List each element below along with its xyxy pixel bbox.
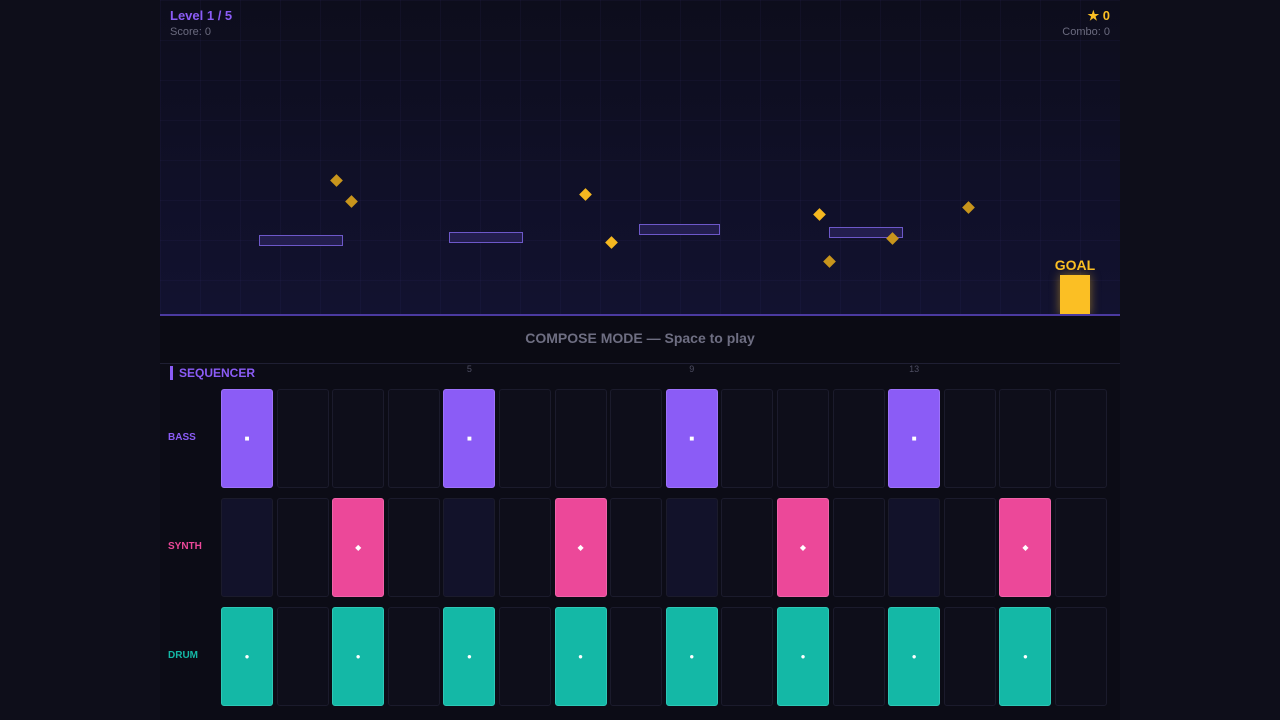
sequencer-cell-bass[interactable] [999,389,1052,488]
note-icon: ● [466,651,472,661]
sequencer-cell-synth[interactable] [221,498,273,597]
step-marker: 13 [909,364,920,374]
sequencer-cell-synth[interactable] [888,498,941,597]
game-stage: Level 1 / 5 Score: 0 ★ 0 Combo: 0 GOAL [160,0,1120,315]
note-icon: ◆ [799,542,807,552]
track-label-bass: BASS [168,432,196,443]
note-icon: ● [800,651,806,661]
sequencer-cell-bass[interactable] [499,389,551,488]
note-icon: ● [689,651,695,661]
sequencer-cell-drum[interactable] [610,607,663,706]
sequencer-cell-drum[interactable] [276,607,329,706]
sequencer-cell-bass[interactable]: ■ [665,389,718,488]
goal-label: GOAL [1054,257,1096,273]
note-icon: ● [578,651,584,661]
sequencer-cell-drum[interactable] [387,607,440,706]
sequencer-cell-bass[interactable] [832,389,885,488]
note-icon: ■ [244,433,250,443]
note-icon: ◆ [577,542,584,552]
note-icon: ◆ [1022,542,1029,552]
sequencer-cell-synth[interactable]: ◆ [332,498,385,597]
sequencer-cell-bass[interactable] [943,389,996,488]
note-icon: ● [355,651,361,661]
platform [639,224,720,235]
note-icon: ■ [911,433,917,443]
star-counter: ★ 0 [1087,8,1111,23]
step-marker: 9 [689,364,695,374]
platform [829,227,903,238]
sequencer-cell-drum[interactable]: ● [221,607,273,706]
background-grid [160,0,1120,315]
sequencer-cell-drum[interactable]: ● [999,607,1052,706]
sequencer-cell-drum[interactable]: ● [332,607,385,706]
sequencer-cell-synth[interactable] [499,498,551,597]
sequencer-cell-synth[interactable] [832,498,885,597]
game-app: Level 1 / 5 Score: 0 ★ 0 Combo: 0 GOAL C… [160,0,1120,720]
sequencer-cell-bass[interactable]: ■ [888,389,941,488]
note-icon: ■ [689,433,695,443]
track-label-drum: DRUM [168,650,198,661]
sequencer-cell-drum[interactable]: ● [888,607,941,706]
platform [259,235,343,246]
combo-display: Combo: 0 [1062,26,1110,38]
sequencer-cell-drum[interactable]: ● [554,607,607,706]
sequencer-cell-drum[interactable]: ● [665,607,718,706]
sequencer-cell-bass[interactable] [610,389,663,488]
sequencer-cell-synth[interactable] [943,498,996,597]
sequencer-cell-synth[interactable]: ◆ [554,498,607,597]
sequencer-cell-bass[interactable] [721,389,774,488]
note-icon: ● [1022,651,1028,661]
goal-block [1060,275,1090,315]
note-icon: ■ [466,433,472,443]
note-icon: ● [911,651,917,661]
sequencer-cell-bass[interactable] [387,389,440,488]
sequencer-cell-bass[interactable] [554,389,607,488]
sequencer-cell-bass[interactable] [332,389,385,488]
sequencer-cell-synth[interactable] [610,498,663,597]
note-icon: ◆ [355,542,362,552]
sequencer-cell-drum[interactable] [499,607,551,706]
sequencer-cell-bass[interactable]: ■ [443,389,496,488]
sequencer-cell-synth[interactable] [276,498,329,597]
sequencer-cell-synth[interactable] [443,498,496,597]
sequencer-cell-drum[interactable] [943,607,996,706]
sequencer-cell-synth[interactable] [721,498,774,597]
platform [449,232,523,243]
track-label-synth: SYNTH [168,541,202,552]
sequencer-cell-synth[interactable]: ◆ [777,498,829,597]
ground-line [160,314,1120,316]
sequencer-cell-bass[interactable] [276,389,329,488]
sequencer-cell-drum[interactable] [721,607,774,706]
sequencer-cell-synth[interactable] [665,498,718,597]
sequencer-cell-bass[interactable] [777,389,829,488]
sequencer-cell-drum[interactable] [1055,607,1107,706]
step-marker: 5 [466,364,472,374]
sequencer-title: SEQUENCER [170,366,255,380]
note-icon: ● [244,651,250,661]
score-display: Score: 0 [170,26,211,38]
sequencer-cell-synth[interactable]: ◆ [999,498,1052,597]
mode-bar: COMPOSE MODE — Space to play [160,316,1120,364]
sequencer-cell-synth[interactable] [1055,498,1107,597]
sequencer-cell-drum[interactable]: ● [777,607,829,706]
mode-text: COMPOSE MODE — Space to play [525,330,755,346]
sequencer-cell-drum[interactable] [832,607,885,706]
sequencer-cell-synth[interactable] [387,498,440,597]
sequencer-cell-drum[interactable]: ● [443,607,496,706]
level-indicator: Level 1 / 5 [170,8,233,23]
sequencer-cell-bass[interactable]: ■ [221,389,273,488]
sequencer-cell-bass[interactable] [1055,389,1107,488]
